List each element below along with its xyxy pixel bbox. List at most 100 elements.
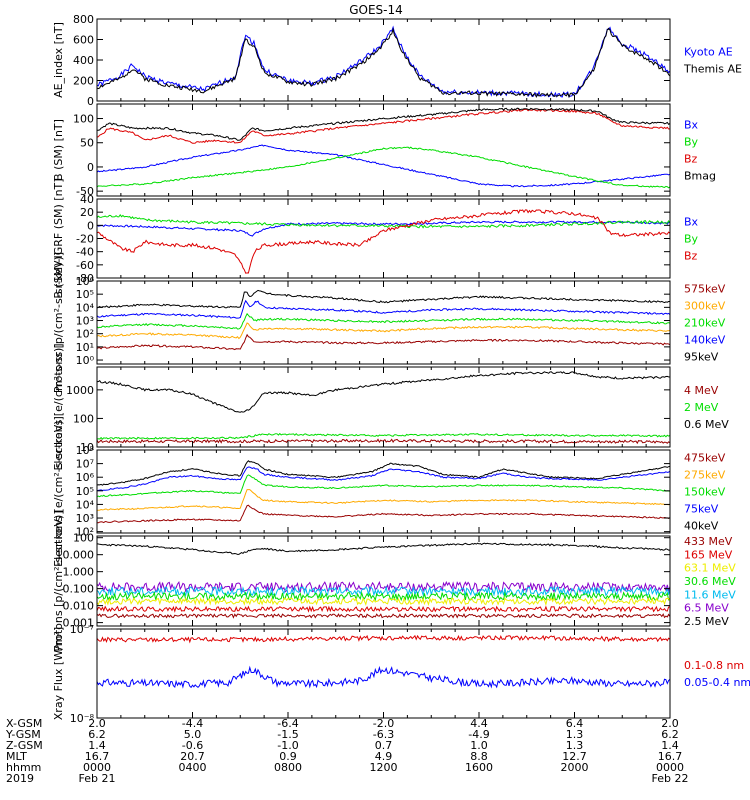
y-tick-label: 10⁴ [76, 498, 95, 511]
y-tick-label: 1000 [66, 384, 94, 397]
y-tick-label: 0.100 [63, 583, 95, 596]
series-40kev-line [96, 460, 671, 486]
legend-themis-ae: Themis AE [683, 63, 742, 76]
legend-bx: Bx [684, 119, 699, 132]
time-value: 6.2 [88, 728, 106, 741]
time-value: 1.4 [661, 739, 679, 752]
legend-75kev: 75keV [684, 503, 719, 516]
legend-275kev: 275keV [684, 469, 726, 482]
legend-bmag: Bmag [684, 170, 716, 183]
time-value: Feb 22 [652, 772, 689, 785]
panel-2: -50 0 50 100 B (SM) [nT] Bx By Bz Bmag [52, 103, 716, 198]
legend-11-6-mev: 11.6 MeV [684, 588, 736, 601]
y-tick-label: 10³ [76, 512, 94, 525]
time-axis-table: X-GSM 2.0 -4.4 -6.4 -2.0 4.4 6.4 2.0 Y-GSM 6.2 5.0… [5, 717, 688, 785]
series-0-1-0-8-nm-line [96, 634, 671, 644]
y-tick-label: -60 [76, 259, 94, 272]
series-kyoto-ae-line [96, 25, 671, 98]
time-value: 5.0 [184, 728, 202, 741]
plot-title: GOES-14 [349, 3, 403, 17]
y-tick-label: -40 [76, 246, 94, 259]
series-575kev-line [96, 333, 671, 351]
series-165-mev-line [96, 605, 670, 613]
legend-4-mev: 4 MeV [684, 384, 719, 397]
time-value: 0000 [83, 761, 111, 774]
legend-433-mev: 433 MeV [684, 535, 733, 548]
series-bx-line [96, 220, 671, 237]
time-value: -1.0 [277, 739, 298, 752]
legend-bx: Bx [684, 216, 699, 229]
series-433-mev-line [96, 613, 671, 619]
y-tick-label: 50 [80, 137, 94, 150]
y-axis-label: Electrons [e/(cm²-s-sr)] [52, 343, 65, 470]
time-value: 12.7 [562, 750, 587, 763]
y-tick-label: -20 [76, 233, 94, 246]
series-bz-line [96, 108, 671, 144]
y-tick-label: 10⁵ [76, 485, 94, 498]
series-2-5-mev-line [96, 542, 670, 555]
y-tick-label: 0 [87, 161, 94, 174]
y-tick-label: 400 [73, 54, 94, 67]
y-tick-label: 10⁶ [76, 275, 95, 288]
y-tick-label: 0 [87, 95, 94, 108]
panel-1: 0 200 400 600 800 AE_index [nT] Kyoto AE Themis… [52, 13, 742, 108]
legend-6-5-mev: 6.5 MeV [684, 602, 729, 615]
y-tick-label: -50 [76, 185, 94, 198]
time-value: -4.4 [182, 717, 203, 730]
time-value: 1.3 [566, 739, 584, 752]
y-tick-label: 0.010 [63, 600, 95, 613]
y-tick-label: 100 [73, 113, 94, 126]
time-value: 6.4 [566, 717, 584, 730]
y-axis-label: Electrons [e/(cm²-s-sr-keV)] [52, 416, 65, 567]
time-value: 0.9 [279, 750, 297, 763]
series-themis-ae-line [96, 27, 671, 99]
time-value: -6.4 [277, 717, 298, 730]
time-value: 4.4 [470, 717, 488, 730]
time-value: -0.6 [182, 739, 203, 752]
time-value: -1.5 [277, 728, 298, 741]
y-tick-label: 800 [73, 13, 94, 26]
y-tick-label: 100 [73, 532, 94, 545]
series-140kev-line [96, 299, 671, 319]
panel-frame [96, 198, 671, 279]
y-tick-label: 10⁵ [76, 288, 94, 301]
time-value: 2.0 [661, 717, 679, 730]
legend-575kev: 575keV [684, 283, 726, 296]
y-tick-label: 10⁸ [76, 444, 95, 457]
time-value: 0800 [274, 761, 302, 774]
panel-frame [96, 628, 671, 719]
time-value: 1200 [370, 761, 398, 774]
time-value: 0400 [179, 761, 207, 774]
y-tick-label: 0 [87, 219, 94, 232]
legend-30-6-mev: 30.6 MeV [684, 575, 736, 588]
legend-by: By [684, 136, 699, 149]
time-value: 1.3 [566, 728, 584, 741]
time-value: 20.7 [180, 750, 205, 763]
legend-by: By [684, 233, 699, 246]
series-bz-line [96, 209, 671, 274]
time-value: -2.0 [373, 717, 394, 730]
y-tick-label: 10⁻⁷ [70, 623, 94, 636]
series-300kev-line [96, 322, 671, 340]
time-value: 2.0 [88, 717, 106, 730]
y-tick-label: 600 [73, 34, 94, 47]
series-by-line [96, 214, 671, 229]
time-value: 16.7 [85, 750, 110, 763]
y-tick-label: 10⁷ [76, 458, 94, 471]
y-axis-label: B (SM) [nT] [52, 119, 65, 181]
y-tick-label: 10⁰ [76, 354, 95, 367]
y-tick-label: 10⁻⁸ [70, 712, 95, 725]
legend-bz: Bz [684, 153, 698, 166]
time-value: 16.7 [658, 750, 683, 763]
time-value: 1600 [465, 761, 493, 774]
y-tick-label: 10² [76, 328, 94, 341]
panel-7: 0.001 0.010 0.100 1.000 10.000 100 Protons [p/… [52, 510, 736, 651]
series-by-line [96, 146, 671, 189]
panel-frame [96, 18, 671, 102]
legend-95kev: 95keV [684, 351, 719, 364]
y-axis-label: Protons [p/(cm²-s-sr-keV)] [52, 252, 65, 393]
legend-210kev: 210keV [684, 317, 726, 330]
